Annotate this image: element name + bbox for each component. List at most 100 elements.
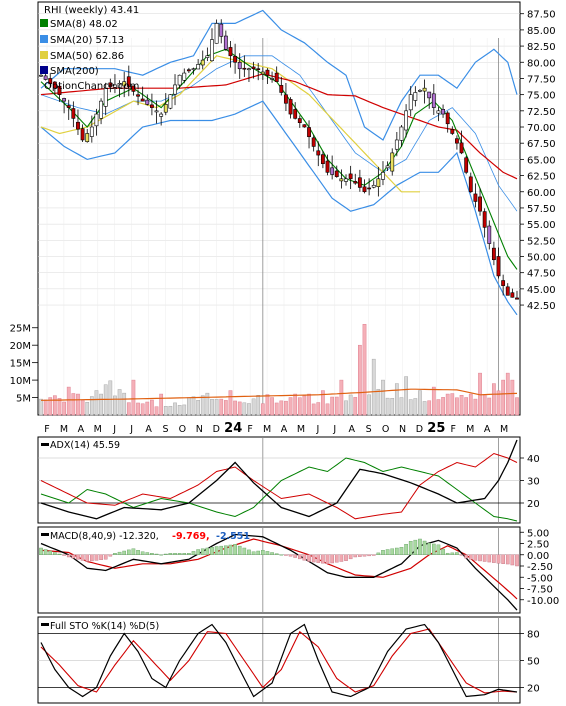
price-tick-label-7: 60.00 bbox=[527, 188, 556, 199]
macd-histogram-bar bbox=[344, 554, 348, 561]
macd-histogram-bar bbox=[265, 551, 270, 555]
candle bbox=[390, 148, 395, 176]
candle-body bbox=[85, 133, 90, 142]
volume-bar bbox=[468, 393, 473, 416]
volume-bar bbox=[515, 397, 519, 416]
sto-legend: Full STO %K(14) %D(5) bbox=[41, 621, 159, 632]
candle-body bbox=[404, 110, 409, 131]
macd-histogram-bar bbox=[459, 554, 464, 556]
candle-body bbox=[482, 211, 487, 228]
candle bbox=[320, 151, 325, 169]
candle-body bbox=[394, 139, 399, 150]
volume-bar bbox=[394, 383, 399, 416]
source-label: OptionChance.com bbox=[44, 81, 139, 92]
volume-bar bbox=[482, 394, 487, 416]
volume-bar bbox=[302, 395, 307, 416]
macd-histogram-bar bbox=[76, 554, 80, 560]
candle-body bbox=[163, 104, 168, 113]
candle bbox=[385, 161, 390, 172]
adx-dip-line bbox=[40, 452, 518, 520]
macd-line bbox=[40, 533, 518, 611]
candle bbox=[376, 166, 381, 197]
macd-histogram-bar bbox=[501, 554, 505, 564]
macd-histogram-bar bbox=[71, 554, 76, 559]
volume-bar bbox=[367, 394, 371, 416]
candle bbox=[408, 86, 413, 117]
month-label-4: J bbox=[112, 424, 116, 435]
volume-bar bbox=[191, 396, 196, 416]
macd-histogram-bar bbox=[311, 554, 316, 563]
price-legend: RHI (weekly) 43.41 SMA(8) 48.02 SMA(20) … bbox=[40, 5, 139, 92]
volume-bar bbox=[214, 398, 219, 416]
volume-bar bbox=[330, 396, 335, 416]
volume-bar bbox=[113, 395, 117, 416]
macd-histogram-bar bbox=[473, 554, 478, 561]
volume-bar bbox=[62, 401, 66, 416]
candle-body bbox=[265, 69, 270, 76]
candle-body bbox=[307, 127, 311, 138]
candle-body bbox=[344, 178, 348, 182]
macd-hist-value: -2.551 bbox=[216, 531, 250, 542]
sto-tick-label-2: 80 bbox=[527, 630, 540, 641]
candle-body bbox=[330, 167, 335, 175]
macd-histogram-bar bbox=[233, 544, 237, 555]
candle bbox=[186, 67, 191, 74]
candle-body bbox=[186, 69, 191, 72]
month-label-22: D bbox=[416, 424, 423, 435]
candle-body bbox=[154, 110, 159, 113]
sma200-line bbox=[40, 73, 518, 180]
volume-bar bbox=[237, 401, 242, 416]
candle bbox=[108, 78, 113, 93]
price-tick-label-12: 72.50 bbox=[527, 107, 556, 118]
macd-histogram-bar bbox=[422, 540, 427, 555]
candle bbox=[99, 98, 103, 125]
macd-histogram-bar bbox=[418, 538, 422, 555]
price-tick-label-0: 42.50 bbox=[527, 301, 556, 312]
adx-legend: ADX(14) 45.59 bbox=[41, 440, 120, 451]
volume-bar bbox=[496, 390, 501, 416]
candle-body bbox=[441, 109, 445, 115]
candle-body bbox=[427, 91, 432, 99]
month-label-6: A bbox=[145, 424, 152, 435]
macd-tick-label-4: -5.00 bbox=[527, 573, 553, 584]
macd-histogram-bar bbox=[140, 551, 145, 555]
candle bbox=[85, 128, 90, 143]
candle bbox=[302, 124, 307, 128]
month-label-19: S bbox=[366, 424, 372, 435]
candle-body bbox=[145, 99, 150, 105]
candle bbox=[307, 120, 311, 149]
volume-bar bbox=[168, 405, 173, 416]
legend-swatch-sma8 bbox=[40, 19, 48, 27]
month-label-11: 24 bbox=[224, 421, 242, 436]
month-label-7: S bbox=[162, 424, 168, 435]
candle bbox=[482, 208, 487, 238]
volume-bar bbox=[260, 403, 265, 416]
macd-histogram-bar bbox=[187, 553, 191, 555]
adx-line bbox=[40, 439, 518, 520]
volume-bar bbox=[510, 379, 515, 416]
volume-bar bbox=[200, 395, 205, 416]
macd-histogram-bar bbox=[182, 553, 187, 555]
candle-body bbox=[219, 23, 224, 37]
candle bbox=[145, 94, 150, 106]
candle bbox=[66, 99, 71, 120]
candle-body bbox=[468, 176, 473, 193]
volume-tick-label-4: 25M bbox=[10, 324, 31, 335]
candle-body bbox=[103, 87, 108, 107]
candle bbox=[394, 132, 399, 157]
sma20-lower-band bbox=[40, 100, 518, 316]
macd-histogram-bar bbox=[159, 554, 163, 556]
candle-body bbox=[418, 90, 422, 92]
volume-bar bbox=[288, 397, 293, 416]
candle-body bbox=[113, 84, 117, 88]
candle bbox=[256, 62, 261, 81]
candle-body bbox=[122, 81, 127, 87]
volume-bar bbox=[187, 397, 191, 416]
adx-tick-label-0: 20 bbox=[527, 499, 540, 510]
candle bbox=[219, 19, 224, 44]
candle bbox=[191, 67, 196, 75]
volume-bar bbox=[270, 397, 274, 416]
candle bbox=[339, 169, 344, 189]
candle-body bbox=[191, 68, 196, 71]
volume-bar bbox=[381, 379, 385, 416]
